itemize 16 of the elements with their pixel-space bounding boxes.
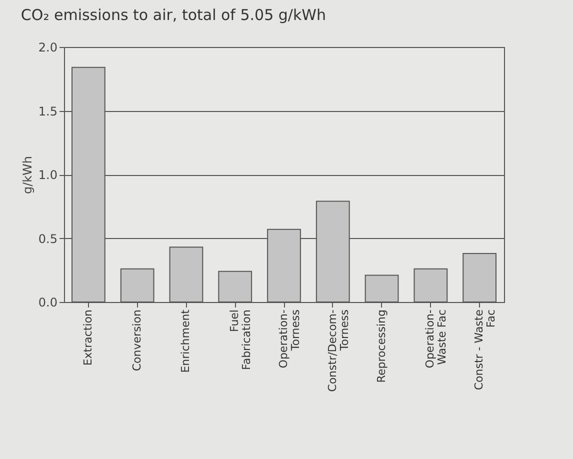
- y-axis-title: g/kWh: [20, 156, 34, 194]
- y-tick-label: 0.0: [38, 296, 58, 310]
- x-tick-label: Constr/Decom- Torness: [326, 309, 351, 392]
- x-tick-label: Extraction: [81, 309, 94, 366]
- x-tick-label: Operation- Waste Fac: [424, 309, 449, 368]
- y-tick-label: 1.5: [38, 104, 58, 118]
- x-tick-label: Operation- Torness: [277, 309, 302, 368]
- x-tick-label: Fuel Fabrication: [228, 309, 254, 370]
- x-tick-label: Constr - Waste Fac: [472, 309, 498, 390]
- y-tick-label: 2.0: [38, 40, 58, 54]
- x-tick-label: Reprocessing: [374, 310, 388, 383]
- chart-title: CO₂ emissions to air, total of 5.05 g/kWh: [20, 6, 326, 24]
- x-tick-label: Enrichment: [179, 308, 192, 373]
- y-tick-label: 0.5: [38, 232, 58, 246]
- y-tick-label: 1.0: [38, 168, 58, 182]
- x-tick-label: Conversion: [130, 309, 144, 372]
